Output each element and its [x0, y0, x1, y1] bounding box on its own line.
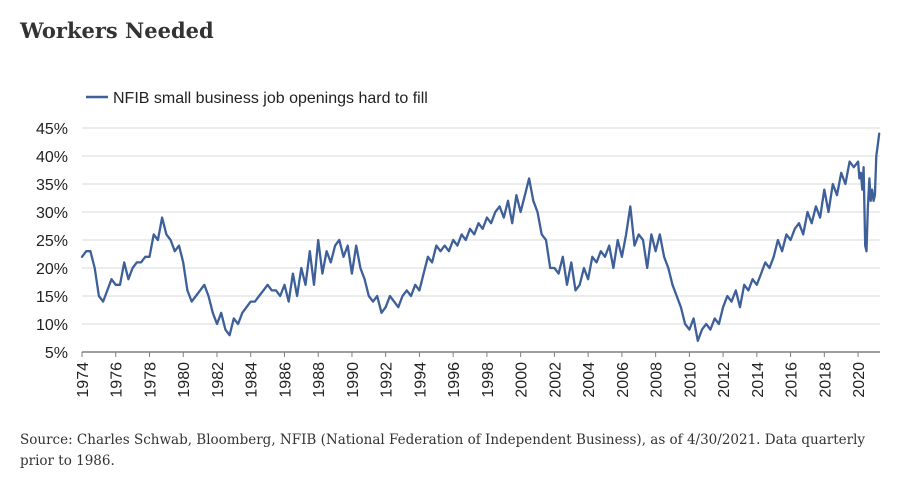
x-tick-label: 2010 — [682, 362, 699, 398]
x-tick-label: 1998 — [480, 362, 497, 398]
series-layer — [80, 132, 881, 342]
x-tick-label: 2004 — [581, 362, 598, 398]
line-chart: 5%10%15%20%25%30%35%40%45% 1974 1976 1978 1… — [36, 90, 881, 398]
series-line — [80, 132, 881, 342]
x-tick-label: 1988 — [311, 362, 328, 398]
page-title: Workers Needed — [20, 18, 214, 43]
x-tick-label: 2012 — [716, 362, 733, 398]
axes — [81, 351, 880, 357]
x-tick-label: 1994 — [412, 362, 429, 398]
y-tick-label: 45% — [36, 121, 68, 138]
x-tick-label: 1990 — [345, 362, 362, 398]
x-tick-label: 2002 — [547, 362, 564, 398]
x-tick-label: 1984 — [244, 362, 261, 398]
x-tick-label: 1982 — [210, 362, 227, 398]
x-tick-label: 1976 — [109, 362, 126, 398]
x-tick-label: 2008 — [649, 362, 666, 398]
x-tick-label: 1996 — [446, 362, 463, 398]
source-note: Source: Charles Schwab, Bloomberg, NFIB … — [20, 432, 866, 469]
y-tick-label: 20% — [36, 261, 68, 278]
x-tick-label: 1980 — [176, 362, 193, 398]
x-tick-label: 1974 — [75, 362, 92, 398]
y-tick-label: 10% — [36, 317, 68, 334]
x-tick-label: 2014 — [750, 362, 767, 398]
y-tick-label: 25% — [36, 233, 68, 250]
y-tick-label: 40% — [36, 149, 68, 166]
x-tick-label: 1986 — [277, 362, 294, 398]
legend-label: NFIB small business job openings hard to… — [113, 90, 428, 107]
y-tick-label: 35% — [36, 177, 68, 194]
x-tick-label: 2020 — [851, 362, 868, 398]
x-tick-label: 2016 — [784, 362, 801, 398]
x-tick-label: 2000 — [514, 362, 531, 398]
x-tick-label: 2018 — [817, 362, 834, 398]
legend: NFIB small business job openings hard to… — [86, 90, 428, 107]
x-axis-tick-labels: 1974 1976 1978 1980 1982 1984 1986 1988 1990 1992… — [75, 362, 868, 398]
y-axis-tick-labels: 5% 10% 15% 20% 25% 30% 35% 40% 45% — [36, 121, 68, 362]
y-tick-label: 15% — [36, 289, 68, 306]
x-tick-label: 2006 — [615, 362, 632, 398]
y-tick-label: 30% — [36, 205, 68, 222]
gridlines — [82, 127, 880, 325]
y-tick-label: 5% — [45, 345, 68, 362]
x-tick-label: 1978 — [142, 362, 159, 398]
x-tick-label: 1992 — [379, 362, 396, 398]
